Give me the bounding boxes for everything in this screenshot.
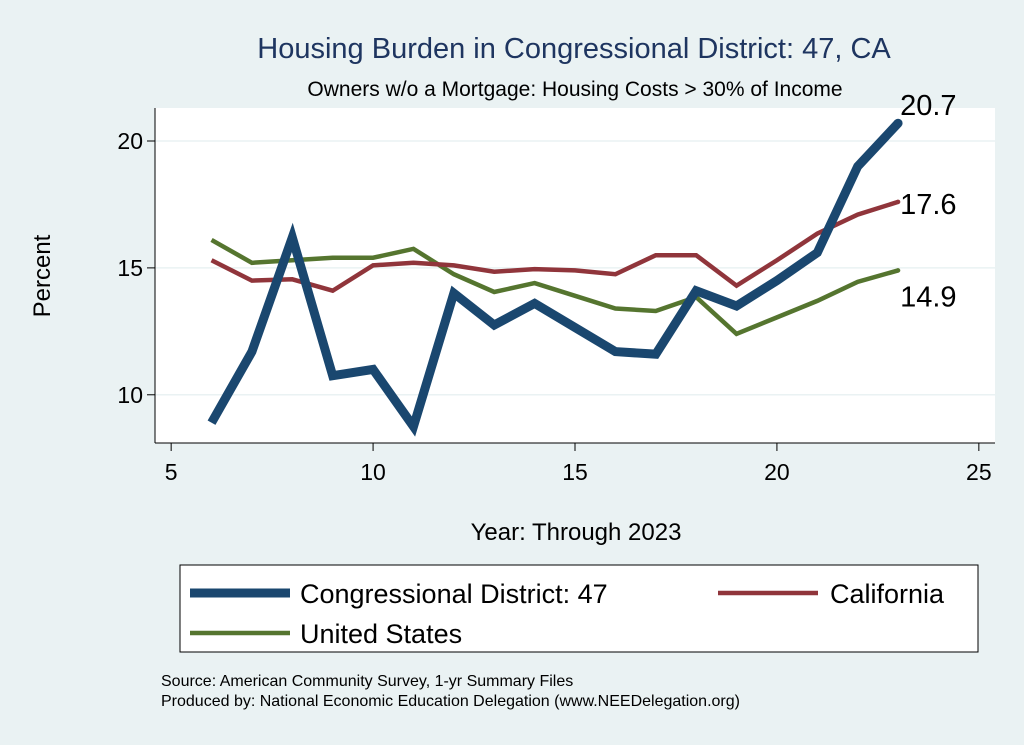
- legend-label-1: California: [830, 579, 945, 609]
- x-tick-label: 10: [360, 459, 386, 485]
- x-tick-label: 25: [966, 459, 992, 485]
- y-axis-label: Percent: [29, 234, 56, 317]
- chart-title: Housing Burden in Congressional District…: [257, 33, 891, 65]
- legend-label-2: United States: [300, 619, 462, 649]
- end-point-2: [895, 268, 901, 273]
- end-point-0: [893, 118, 903, 128]
- legend-box: [179, 564, 979, 653]
- series-line-1: [210, 199, 899, 294]
- source-note: Source: American Community Survey, 1-yr …: [161, 673, 573, 690]
- end-label-0: 20.7: [900, 90, 956, 122]
- chart-subtitle: Owners w/o a Mortgage: Housing Costs > 3…: [307, 78, 842, 101]
- y-tick-label: 20: [117, 128, 143, 154]
- series-line-0: [207, 120, 902, 437]
- end-label-2: 14.9: [900, 281, 956, 313]
- y-tick-label: 15: [117, 255, 143, 281]
- end-point-1: [895, 199, 901, 205]
- end-label-1: 17.6: [900, 189, 956, 221]
- x-axis-label: Year: Through 2023: [471, 519, 682, 546]
- producer-note: Produced by: National Economic Education…: [161, 693, 740, 710]
- x-tick-label: 5: [165, 459, 178, 485]
- y-tick-label: 10: [117, 382, 143, 408]
- legend-label-0: Congressional District: 47: [300, 579, 608, 609]
- series-line-2: [210, 238, 899, 337]
- x-tick-label: 20: [764, 459, 790, 485]
- x-tick-label: 15: [562, 459, 588, 485]
